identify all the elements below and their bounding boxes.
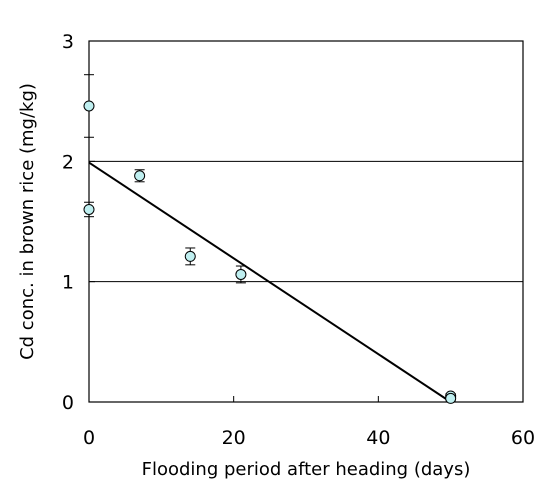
data-point xyxy=(445,392,457,404)
x-tick-label: 60 xyxy=(511,427,535,449)
y-axis-title: Cd conc. in brown rice (mg/kg) xyxy=(17,83,38,360)
y-tick-label: 0 xyxy=(62,392,74,414)
y-tick-label: 2 xyxy=(62,151,74,173)
x-tick-label: 40 xyxy=(366,427,390,449)
data-point xyxy=(235,268,247,280)
x-axis-title: Flooding period after heading (days) xyxy=(142,459,471,480)
axis-ticks xyxy=(88,40,524,403)
plot-frame xyxy=(88,40,524,403)
data-point xyxy=(83,100,95,112)
trendline-group xyxy=(88,161,452,403)
data-points xyxy=(83,74,457,404)
y-tick-label: 3 xyxy=(62,31,74,53)
data-point xyxy=(134,170,146,182)
trendline xyxy=(88,161,452,403)
x-tick-label: 0 xyxy=(83,427,95,449)
gridlines xyxy=(89,160,523,283)
tick-labels: 0 1 2 3 0 20 40 60 xyxy=(62,31,535,449)
y-tick-label: 1 xyxy=(62,272,74,294)
x-tick-label: 20 xyxy=(222,427,246,449)
data-point xyxy=(184,250,196,262)
data-point xyxy=(83,203,95,215)
